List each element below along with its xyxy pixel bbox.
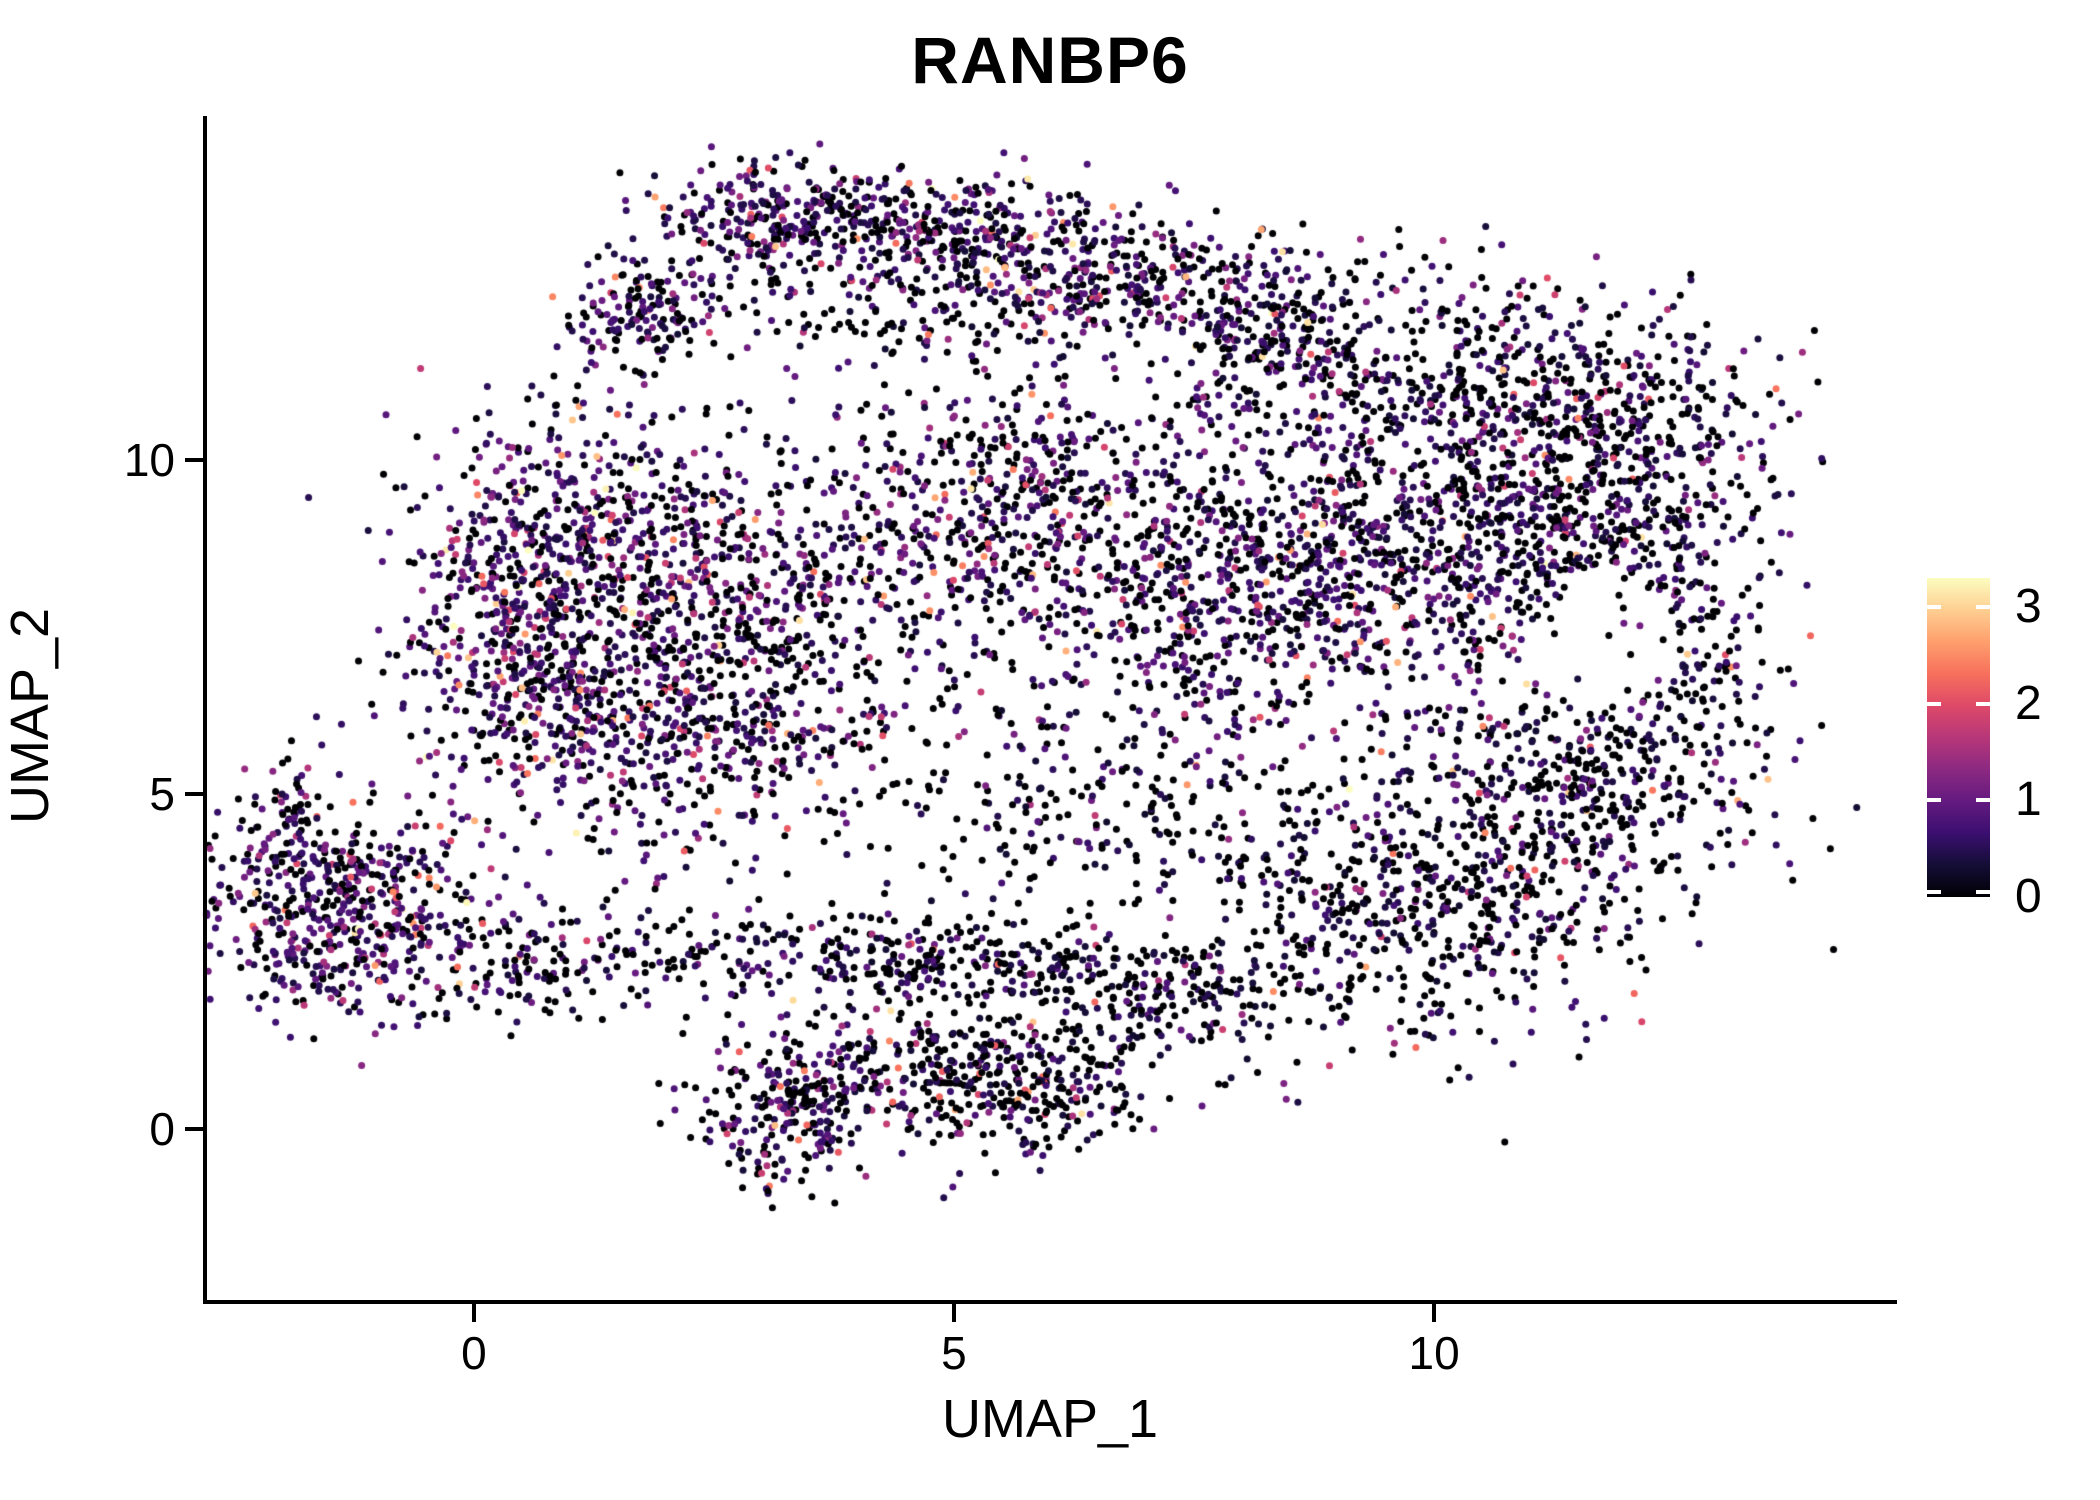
y-tick-label: 5 (149, 768, 175, 821)
colorbar-tick-mark (1927, 701, 1941, 706)
colorbar-tick-label: 3 (2015, 580, 2042, 633)
colorbar-tick-label: 2 (2015, 676, 2042, 730)
y-tick-mark (185, 457, 203, 462)
y-tick-label: 10 (123, 433, 175, 486)
colorbar-tick-label: 1 (2015, 773, 2042, 827)
x-axis-title: UMAP_1 (941, 1389, 1159, 1449)
x-tick-label: 0 (461, 1327, 487, 1379)
colorbar-tick-mark (1976, 701, 1990, 706)
colorbar-tick-label: 0 (2015, 870, 2042, 923)
colorbar-gradient (1927, 578, 1990, 897)
x-tick-label: 10 (1408, 1327, 1460, 1379)
y-tick-mark (185, 1127, 203, 1132)
y-axis-line (203, 116, 207, 1304)
y-tick-label: 0 (149, 1103, 175, 1156)
colorbar-tick-mark (1927, 798, 1941, 803)
y-tick-mark (185, 792, 203, 797)
x-tick-label: 5 (941, 1327, 967, 1379)
colorbar-tick-mark (1976, 605, 1990, 609)
x-tick-mark (951, 1304, 956, 1322)
colorbar-tick-mark (1927, 890, 1941, 894)
colorbar-tick-mark (1927, 605, 1941, 609)
x-axis-line (203, 1300, 1897, 1304)
x-tick-mark (1432, 1304, 1437, 1322)
expression-colorbar (1927, 578, 1990, 897)
x-tick-mark (471, 1304, 476, 1322)
colorbar-tick-mark (1976, 890, 1990, 894)
y-axis-title: UMAP_2 (0, 607, 60, 825)
chart-title: RANBP6 (911, 23, 1189, 97)
colorbar-tick-mark (1976, 798, 1990, 803)
